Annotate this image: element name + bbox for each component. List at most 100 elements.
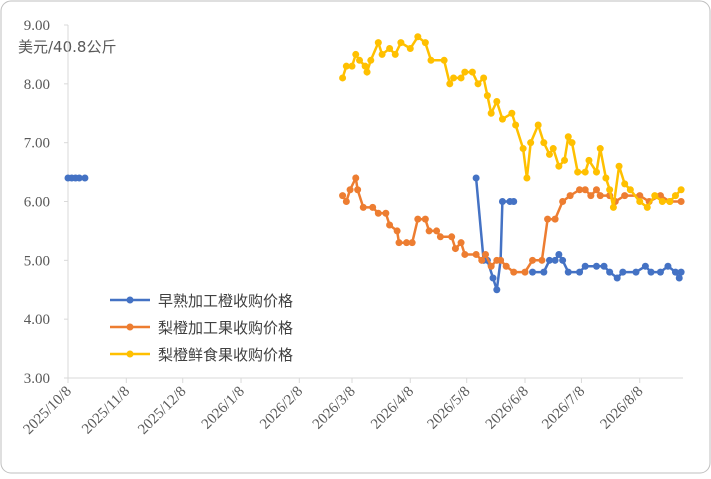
data-point (596, 145, 604, 153)
data-point (393, 227, 401, 235)
data-point (621, 192, 629, 200)
data-point (555, 162, 563, 170)
data-point (493, 286, 501, 294)
data-point (675, 274, 683, 282)
data-point (677, 198, 685, 205)
data-point (544, 215, 552, 223)
data-point (613, 274, 621, 282)
data-point (540, 268, 548, 276)
y-tick-label: 9.00 (24, 18, 50, 34)
data-point (346, 186, 354, 194)
data-point (369, 203, 377, 211)
y-tick-label: 8.00 (24, 77, 50, 93)
data-point (81, 174, 89, 182)
y-tick-label: 5.00 (24, 253, 50, 269)
data-point (647, 268, 655, 276)
data-point (378, 50, 386, 58)
data-point (468, 68, 476, 76)
data-point (433, 227, 441, 235)
data-point (592, 186, 600, 194)
data-point (498, 198, 506, 205)
data-point (585, 156, 593, 164)
data-point (545, 150, 553, 158)
y-tick-label: 7.00 (24, 136, 50, 152)
data-point (641, 262, 649, 270)
data-point (566, 192, 574, 200)
data-point (574, 168, 582, 176)
data-point (497, 256, 505, 264)
data-point (534, 121, 542, 129)
data-point (559, 256, 567, 264)
data-point (512, 121, 520, 129)
data-point (651, 192, 659, 200)
data-point (478, 256, 486, 264)
data-point (374, 39, 382, 47)
data-point (555, 250, 563, 258)
data-point (457, 74, 465, 82)
data-point (621, 180, 629, 188)
data-point (523, 174, 531, 182)
data-point (564, 268, 572, 276)
data-point (397, 39, 405, 47)
legend-label: 梨橙加工果收购价格 (158, 319, 293, 337)
data-point (619, 268, 627, 276)
data-point (493, 97, 501, 105)
data-point (677, 186, 685, 194)
data-point (348, 62, 356, 70)
data-point (436, 233, 444, 241)
y-tick-label: 4.00 (24, 312, 50, 328)
data-point (414, 215, 422, 223)
data-point (596, 192, 604, 200)
data-point (425, 227, 433, 235)
data-point (643, 203, 651, 211)
data-point (461, 250, 469, 258)
data-point (636, 198, 644, 205)
data-point (472, 174, 480, 182)
data-point (581, 186, 589, 194)
data-point (339, 192, 347, 200)
data-point (414, 33, 422, 41)
data-point (363, 68, 371, 76)
data-point (551, 256, 559, 264)
data-point (483, 92, 491, 100)
data-point (581, 262, 589, 270)
data-point (374, 209, 382, 217)
data-point (406, 45, 414, 53)
legend-label: 早熟加工橙收购价格 (158, 292, 293, 310)
data-point (576, 268, 584, 276)
data-point (519, 145, 527, 153)
data-point (510, 268, 518, 276)
data-point (421, 39, 429, 47)
data-point (606, 186, 614, 194)
data-point (356, 56, 364, 64)
data-point (559, 198, 567, 205)
data-point (568, 139, 576, 147)
data-point (395, 239, 403, 247)
y-axis-label: 美元/40.8公斤 (18, 38, 116, 56)
data-point (677, 268, 685, 276)
data-point (549, 145, 557, 153)
data-point (587, 192, 595, 200)
data-point (609, 203, 617, 211)
data-point (440, 56, 448, 64)
data-point (391, 50, 399, 58)
data-point (352, 50, 360, 58)
data-point (545, 256, 553, 264)
data-point (75, 174, 83, 182)
data-point (408, 239, 416, 247)
data-point (502, 262, 510, 270)
data-point (352, 174, 360, 182)
data-point (489, 274, 497, 282)
y-tick-label: 3.00 (24, 371, 50, 387)
data-point (561, 156, 569, 164)
data-point (666, 198, 674, 205)
y-tick-label: 6.00 (24, 195, 50, 211)
data-point (386, 45, 394, 53)
data-point (446, 80, 454, 88)
data-point (632, 268, 640, 276)
data-point (386, 221, 394, 229)
data-point (342, 198, 350, 205)
data-point (427, 56, 435, 64)
